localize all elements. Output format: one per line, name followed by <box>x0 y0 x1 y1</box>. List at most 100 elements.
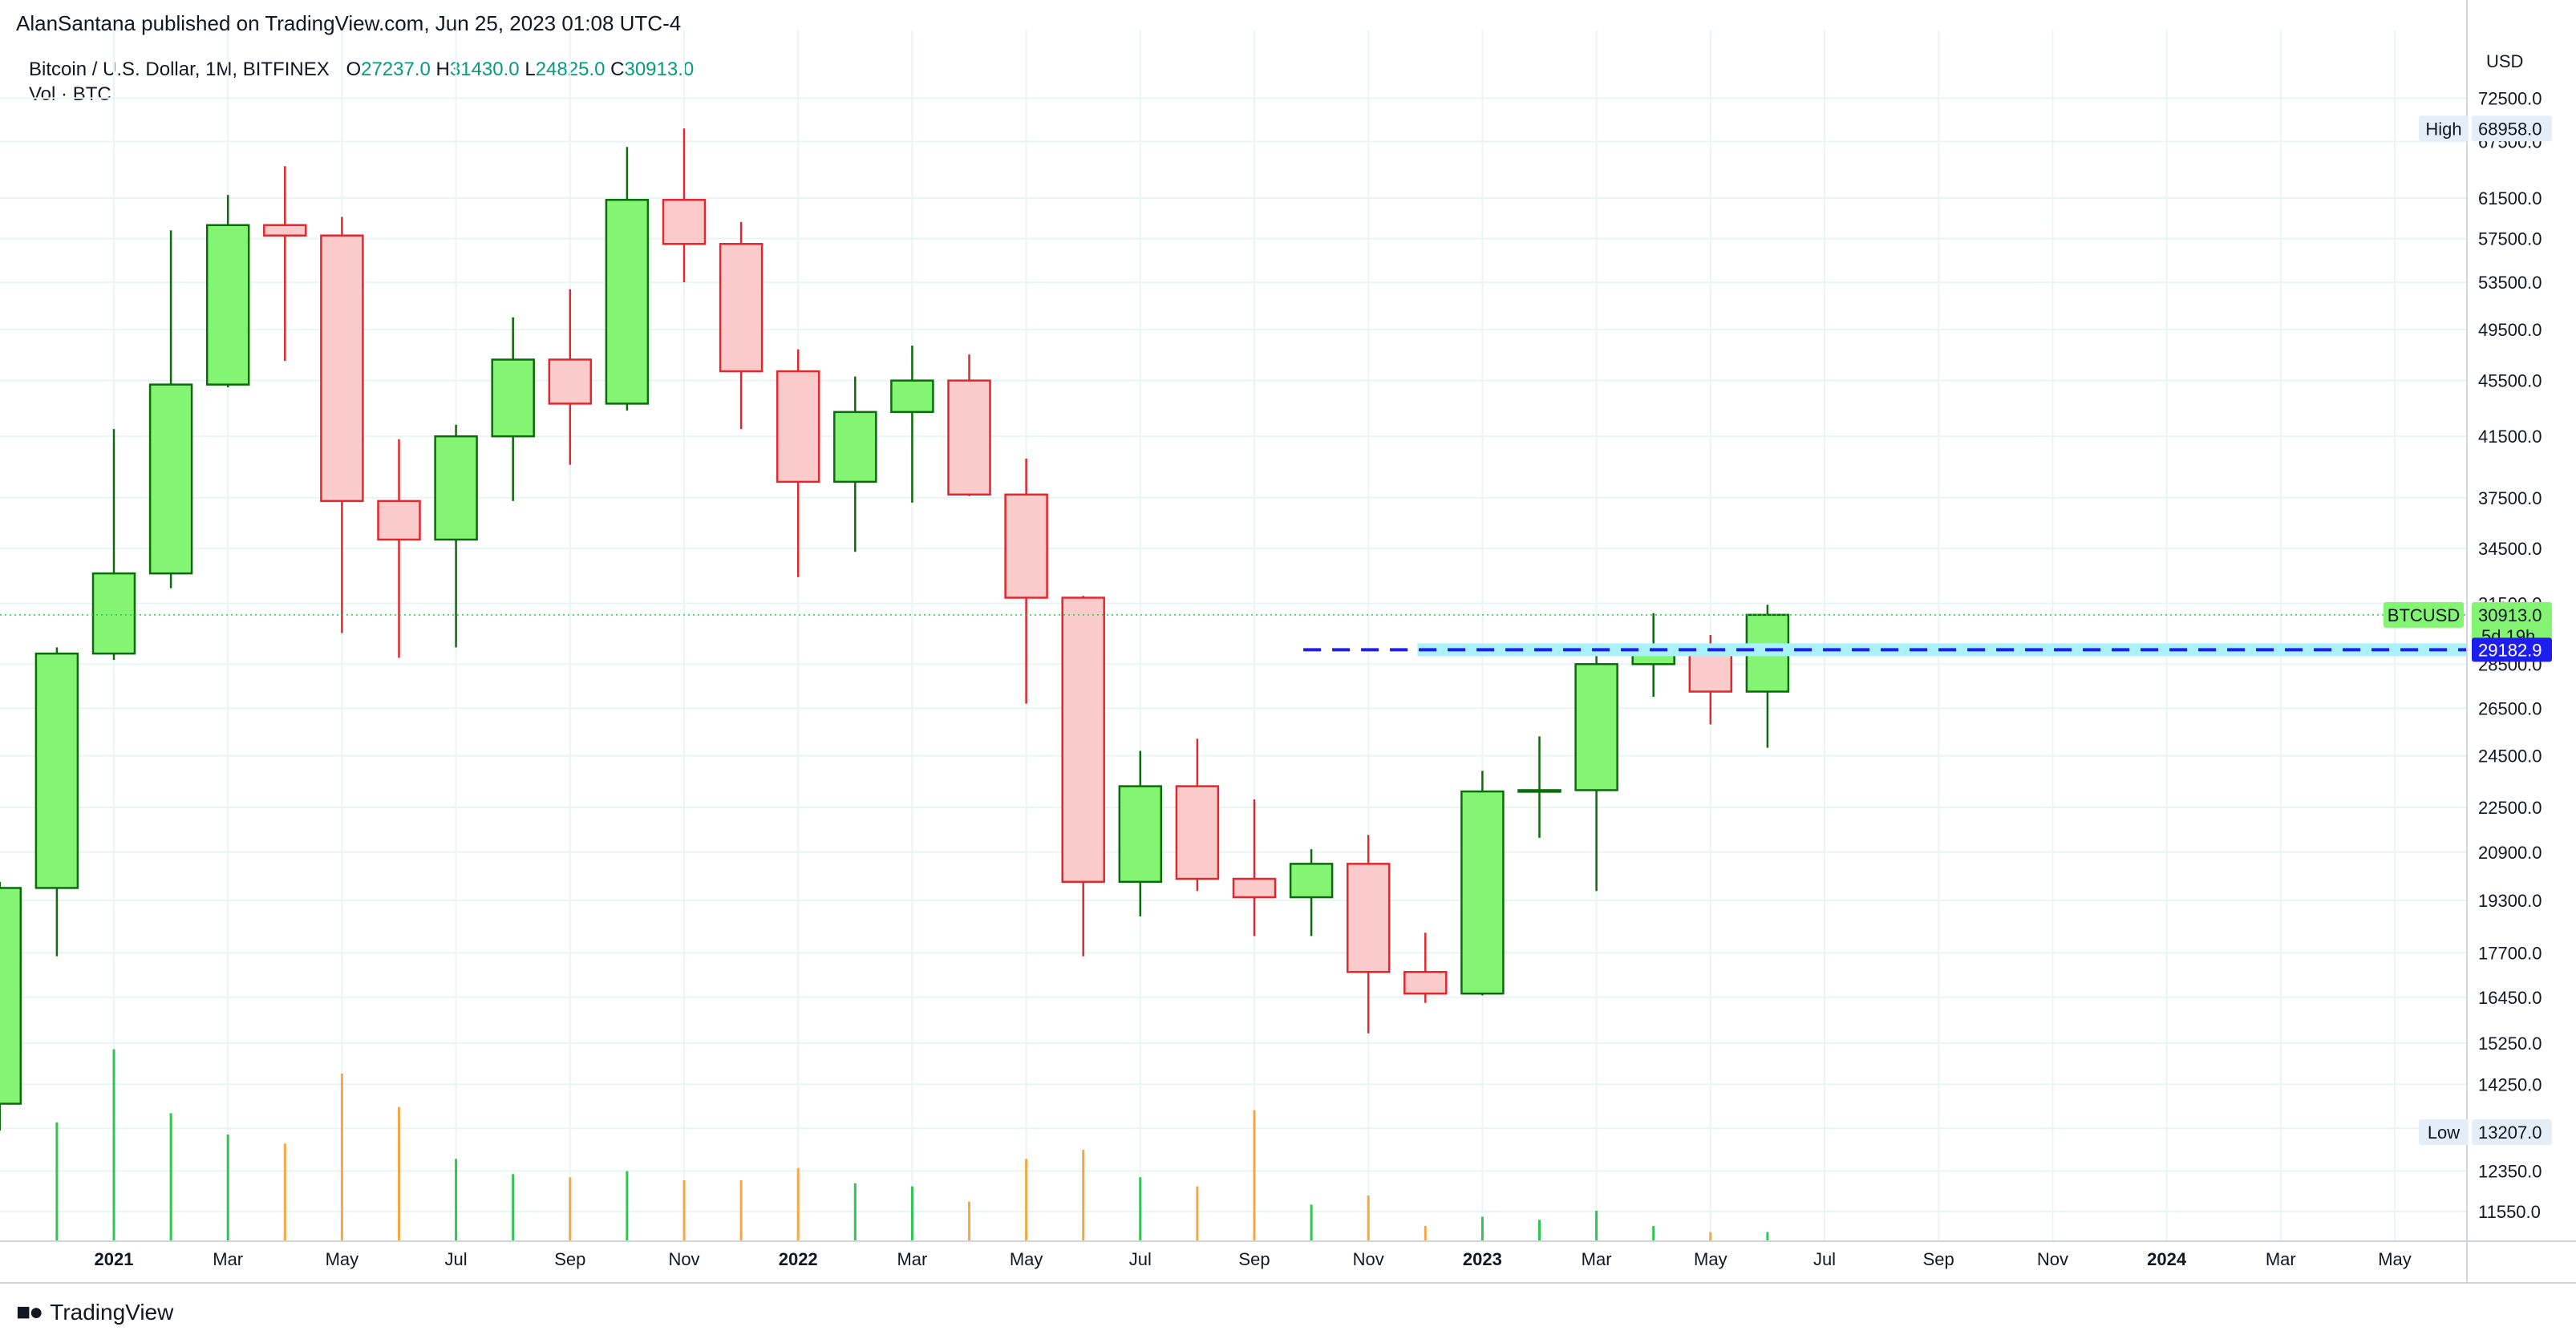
candle <box>1745 605 1790 748</box>
volume-legend[interactable]: Vol · BTC <box>29 83 111 105</box>
high-marker: High 68958.0 <box>2419 115 2552 142</box>
price-tick-label: 14250.0 <box>2478 1074 2542 1094</box>
candle <box>320 216 364 633</box>
grid-layer <box>0 30 2467 1241</box>
candle-body <box>1460 790 1505 995</box>
candle-body <box>1004 493 1048 599</box>
time-tick-label: May <box>1010 1249 1043 1269</box>
candle <box>0 881 22 1131</box>
time-tick-label: Sep <box>554 1249 585 1269</box>
candle <box>776 349 820 577</box>
time-tick-label: 2023 <box>1463 1249 1502 1269</box>
high-marker-label: High <box>2425 119 2461 139</box>
price-tick-label: 19300.0 <box>2478 891 2542 911</box>
candle-body <box>1574 663 1618 791</box>
price-tick-label: 57500.0 <box>2478 229 2542 249</box>
candle <box>1289 849 1334 936</box>
candle <box>1574 649 1618 892</box>
close-label: C <box>610 59 625 80</box>
candle-body <box>1403 971 1448 995</box>
time-tick-label: Mar <box>2266 1249 2296 1269</box>
candle-body <box>320 234 364 503</box>
price-tick-label: 45500.0 <box>2478 371 2542 391</box>
candle-body <box>1517 789 1561 793</box>
candle-body <box>491 358 535 438</box>
candle <box>91 429 136 660</box>
candle <box>662 128 707 283</box>
price-tick-label: 20900.0 <box>2478 843 2542 863</box>
candle <box>1004 459 1048 704</box>
support-level-value: 29182.9 <box>2478 640 2542 660</box>
price-tick-label: 72500.0 <box>2478 88 2542 108</box>
candle-body <box>662 199 707 245</box>
close-value: 30913.0 <box>624 59 695 80</box>
candle <box>1118 750 1163 916</box>
currency-label: USD <box>2486 51 2523 71</box>
candle <box>833 376 877 552</box>
time-tick-label: 2024 <box>2147 1249 2187 1269</box>
candle <box>890 346 934 503</box>
last-price-value-bg <box>2472 601 2552 649</box>
price-tick-label: 15250.0 <box>2478 1034 2542 1054</box>
time-tick-label: May <box>1694 1249 1727 1269</box>
candle-body <box>205 224 250 386</box>
last-price-symbol-bg <box>2384 601 2464 628</box>
candle <box>1175 738 1220 892</box>
symbol-label[interactable]: Bitcoin / U.S. Dollar, 1M, BITFINEX <box>29 59 330 80</box>
candle-body <box>1118 785 1163 884</box>
price-tick-label: 16450.0 <box>2478 988 2542 1008</box>
price-tick-label: 12350.0 <box>2478 1161 2542 1181</box>
price-tick-label: 11550.0 <box>2478 1202 2541 1222</box>
low-marker-label: Low <box>2428 1123 2460 1143</box>
candle-body <box>548 358 593 405</box>
time-tick-label: Mar <box>213 1249 243 1269</box>
axis-layer: 72500.067500.061500.057500.053500.049500… <box>0 0 2576 1284</box>
time-tick-label: May <box>326 1249 359 1269</box>
candle <box>605 147 650 411</box>
candle-layer <box>0 128 1790 1131</box>
candle <box>1232 799 1277 936</box>
candle-body <box>833 411 877 483</box>
price-tick-label: 41500.0 <box>2478 427 2542 447</box>
candle <box>491 317 535 501</box>
candle-body <box>91 572 136 655</box>
high-marker-value-bg <box>2472 115 2552 142</box>
chart-legend: Bitcoin / U.S. Dollar, 1M, BITFINEX O272… <box>29 56 694 83</box>
candle-body <box>1346 863 1391 973</box>
candle <box>1061 596 1105 957</box>
candle-body <box>947 379 991 496</box>
high-marker-label-bg <box>2419 115 2469 142</box>
candle-body <box>1232 877 1277 899</box>
tradingview-logo[interactable]: ■● TradingView <box>16 1299 173 1326</box>
candle <box>947 354 991 496</box>
candle <box>34 647 79 957</box>
time-tick-label: Mar <box>1582 1249 1612 1269</box>
open-value: 27237.0 <box>361 59 431 80</box>
candle <box>377 439 421 658</box>
candle-body <box>719 243 763 373</box>
price-tick-label: 61500.0 <box>2478 188 2542 208</box>
price-tick-label: 26500.0 <box>2478 698 2542 718</box>
price-tick-label: 37500.0 <box>2478 488 2542 508</box>
time-tick-label: Sep <box>1923 1249 1954 1269</box>
high-value: 31430.0 <box>449 59 520 80</box>
candle <box>1346 835 1391 1034</box>
time-tick-label: Jul <box>1129 1249 1152 1269</box>
price-tick-label: 24500.0 <box>2478 746 2542 767</box>
last-price-value: 30913.0 <box>2478 605 2542 625</box>
support-level-bg <box>2472 637 2552 662</box>
tradingview-logo-icon: ■● <box>16 1299 43 1325</box>
candle-body <box>1289 863 1334 899</box>
overlay-layer <box>0 614 2467 657</box>
price-tick-label: 17700.0 <box>2478 943 2542 963</box>
time-tick-label: Mar <box>897 1249 927 1269</box>
candle-body <box>1175 785 1220 880</box>
candle-body <box>263 224 307 237</box>
candle <box>1403 932 1448 1003</box>
low-marker-value-bg <box>2472 1119 2552 1145</box>
candle-body <box>34 652 79 889</box>
time-tick-label: 2022 <box>779 1249 818 1269</box>
time-tick-label: May <box>2378 1249 2412 1269</box>
low-marker: Low 13207.0 <box>2419 1119 2552 1145</box>
